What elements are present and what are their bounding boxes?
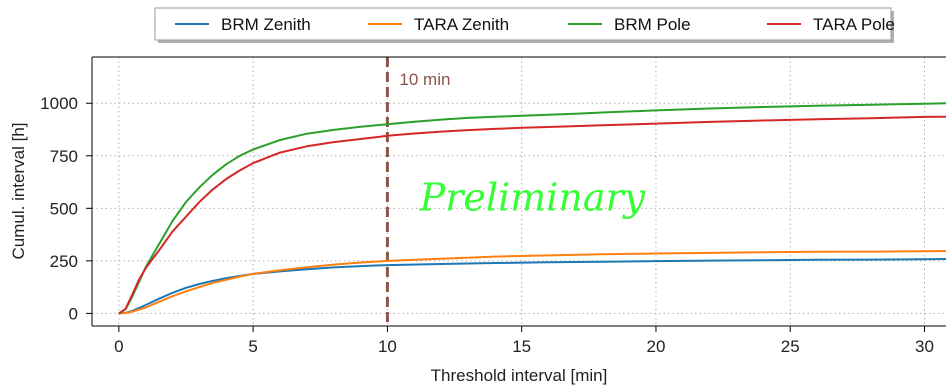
legend-label-brm-zenith: BRM Zenith — [221, 15, 311, 34]
axis-ticks: 0 5 10 15 20 25 30 0 250 500 750 1000 — [40, 94, 934, 356]
legend-label-brm-pole: BRM Pole — [614, 15, 691, 34]
x-tick-label: 15 — [512, 337, 531, 356]
y-tick-label: 250 — [50, 252, 78, 271]
x-tick-label: 10 — [378, 337, 397, 356]
plot-background — [92, 57, 946, 326]
x-tick-label: 30 — [915, 337, 934, 356]
series-line-tara-zenith — [118, 250, 946, 315]
x-tick-label: 25 — [781, 337, 800, 356]
y-tick-label: 0 — [69, 304, 78, 323]
x-tick-label: 0 — [114, 337, 123, 356]
preliminary-watermark: Preliminary — [419, 175, 646, 219]
x-tick-label: 5 — [248, 337, 257, 356]
legend-label-tara-pole: TARA Pole — [813, 15, 895, 34]
series-line-tara-pole — [118, 115, 946, 315]
legend: BRM Zenith TARA Zenith BRM Pole TARA Pole — [154, 7, 895, 43]
y-tick-label: 750 — [50, 147, 78, 166]
x-tick-label: 20 — [647, 337, 666, 356]
series-line-brm-zenith — [118, 258, 946, 315]
y-tick-label: 1000 — [40, 94, 78, 113]
series-line-brm-pole — [118, 102, 946, 315]
legend-label-tara-zenith: TARA Zenith — [414, 15, 509, 34]
y-tick-label: 500 — [50, 199, 78, 218]
x-axis-label: Threshold interval [min] — [431, 366, 608, 385]
reference-line-label: 10 min — [399, 70, 450, 89]
series-layer — [118, 102, 946, 315]
y-axis-label: Cumul. interval [h] — [9, 123, 28, 260]
